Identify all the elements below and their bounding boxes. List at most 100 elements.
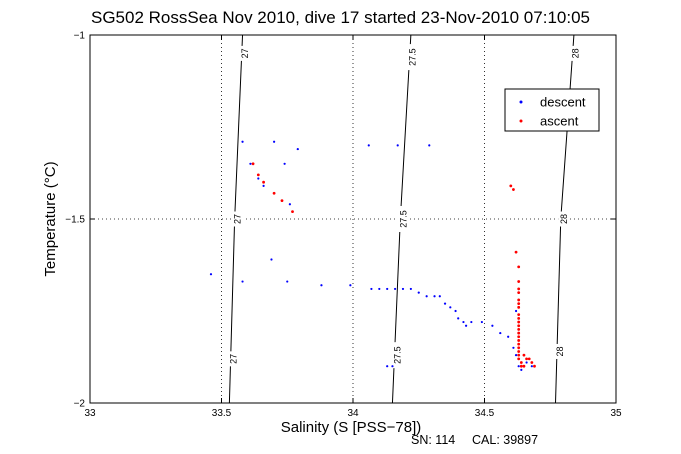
y-tick-label: −1.5	[65, 215, 85, 226]
contour-label-bg	[228, 351, 240, 367]
ascent-point	[517, 280, 521, 283]
ascent-point	[517, 324, 521, 328]
chart-title: SG502 RossSea Nov 2010, dive 17 started …	[91, 8, 590, 27]
x-tick-label: 33.5	[212, 408, 232, 419]
ascent-point	[530, 361, 534, 364]
ascent-point	[517, 265, 521, 269]
ascent-point	[291, 210, 294, 214]
axes: 33 33.5 34 34.5 35 −2 −1.5 −1	[65, 31, 622, 420]
descent-point	[425, 295, 428, 298]
contour-label-bg	[397, 206, 409, 232]
ascent-point	[522, 353, 526, 357]
footer-serial: SN: 114	[411, 433, 455, 447]
descent-point	[512, 346, 515, 349]
descent-point	[349, 284, 352, 287]
legend-label-ascent: ascent	[540, 114, 579, 129]
ascent-point	[280, 199, 284, 203]
ascent-point	[517, 298, 521, 302]
legend-label-descent: descent	[540, 95, 586, 110]
x-tick-label: 34	[347, 408, 359, 419]
series-ascent	[251, 162, 536, 368]
descent-point	[370, 287, 373, 291]
ascent-point	[519, 364, 523, 368]
descent-point	[241, 140, 244, 143]
descent-point	[457, 317, 460, 320]
ascent-point	[517, 287, 521, 291]
contour-label: 27.5	[393, 346, 403, 364]
ascent-point	[519, 361, 523, 364]
descent-point	[296, 147, 299, 151]
descent-point	[514, 309, 518, 313]
descent-point	[393, 287, 397, 291]
grid-lines	[90, 35, 616, 403]
descent-point	[433, 295, 436, 298]
footer-calibration: CAL: 39897	[472, 433, 538, 447]
descent-point	[428, 144, 431, 147]
ascent-point	[272, 191, 276, 195]
ascent-point	[251, 162, 255, 166]
contour-label: 28	[571, 48, 581, 58]
descent-point	[401, 287, 405, 291]
descent-point	[470, 320, 473, 324]
descent-point	[209, 273, 213, 276]
ascent-point	[517, 302, 521, 306]
contour-label: 27	[229, 354, 239, 364]
descent-point	[530, 365, 533, 368]
descent-point	[517, 365, 520, 368]
ascent-point	[517, 353, 521, 357]
ascent-point	[527, 357, 531, 361]
contour-label: 28	[555, 346, 565, 356]
ascent-point	[517, 305, 521, 309]
descent-point	[283, 162, 286, 165]
ascent-point	[517, 328, 521, 331]
ascent-point	[514, 250, 518, 254]
descent-point	[257, 177, 260, 180]
contour-label-bg	[570, 45, 582, 61]
ascent-point	[517, 342, 521, 346]
descent-point	[449, 306, 452, 309]
y-tick-label: −2	[74, 399, 86, 410]
descent-point	[409, 287, 412, 291]
descent-point	[499, 331, 502, 335]
ascent-point	[517, 357, 521, 361]
contour-label-bg	[232, 211, 244, 227]
y-tick-label: −1	[74, 31, 86, 42]
series-descent	[209, 140, 533, 371]
y-axis-label: Temperature (°C)	[42, 161, 59, 276]
descent-point	[480, 320, 483, 324]
contour-label: 27.5	[408, 48, 418, 66]
ascent-point	[262, 180, 265, 184]
x-tick-label: 33	[84, 408, 96, 419]
descent-point	[464, 324, 468, 327]
ascent-point	[517, 291, 521, 294]
legend-marker-ascent	[519, 119, 523, 123]
descent-point	[462, 320, 465, 324]
ascent-point	[517, 350, 521, 353]
ascent-point	[512, 188, 515, 191]
contour-label-bg	[239, 45, 251, 61]
contour-label-bg	[407, 44, 419, 71]
x-tick-label: 35	[610, 408, 622, 419]
ascent-point	[517, 331, 521, 335]
x-tick-label: 34.5	[475, 408, 495, 419]
descent-point	[396, 144, 399, 147]
ascent-point	[533, 364, 536, 368]
descent-point	[386, 287, 389, 291]
contour-label: 27	[240, 48, 250, 58]
descent-point	[386, 365, 389, 368]
descent-point	[520, 368, 523, 371]
descent-point	[241, 280, 244, 283]
descent-point	[525, 361, 528, 364]
ascent-point	[517, 335, 521, 339]
x-axis-label: Salinity (S [PSS−78])	[281, 419, 421, 436]
ascent-point	[517, 313, 521, 317]
contour-label-bg	[558, 211, 570, 227]
descent-point	[491, 324, 494, 327]
ascent-point	[522, 364, 526, 368]
descent-point	[443, 302, 447, 305]
contour-label-bg	[392, 342, 404, 369]
descent-point	[249, 162, 252, 165]
ascent-point	[509, 184, 513, 188]
ascent-point	[525, 357, 528, 361]
ascent-point	[256, 173, 260, 177]
